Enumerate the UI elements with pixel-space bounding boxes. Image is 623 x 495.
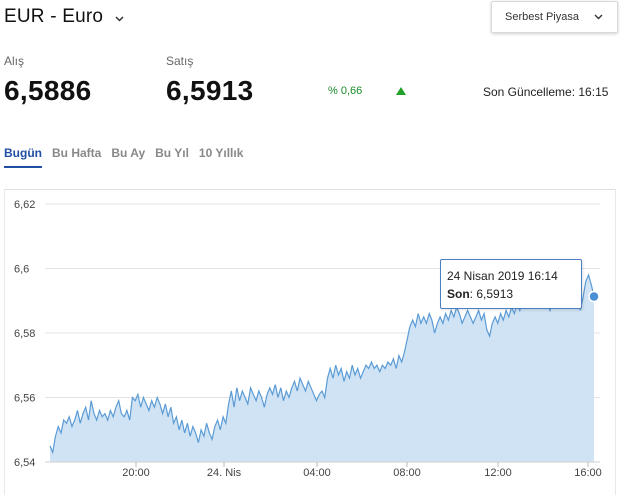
- x-tick-label: 16:00: [574, 467, 602, 479]
- series-line: [49, 273, 595, 455]
- tooltip-value-row: Son: 6,5913: [447, 285, 581, 303]
- sell-label: Satış: [166, 54, 194, 68]
- buy-quote: Alış 6,5886: [4, 54, 91, 107]
- tab-this-week[interactable]: Bu Hafta: [52, 146, 102, 160]
- tab-this-month[interactable]: Bu Ay: [111, 146, 146, 160]
- market-select-value: Serbest Piyasa: [505, 11, 579, 23]
- y-tick-label: 6,56: [14, 393, 35, 405]
- market-select[interactable]: Serbest Piyasa: [491, 1, 618, 33]
- chart-tooltip: 24 Nisan 2019 16:14 Son: 6,5913: [440, 259, 582, 309]
- buy-value: 6,5886: [4, 75, 92, 106]
- current-point-marker: [588, 290, 600, 303]
- currency-selector[interactable]: EUR - Euro: [4, 6, 124, 28]
- x-tick-label: 12:00: [484, 467, 512, 479]
- sell-quote: Satış 6,5913: [166, 54, 253, 107]
- chart-container: [4, 189, 616, 495]
- period-tabs: Bugün Bu Hafta Bu Ay Bu Yıl 10 Yıllık: [4, 146, 253, 168]
- y-tick-label: 6,58: [14, 328, 35, 340]
- chevron-down-icon: [115, 15, 124, 22]
- last-update: Son Güncelleme: 16:15: [483, 85, 608, 99]
- y-tick-label: 6,62: [14, 199, 35, 211]
- buy-label: Alış: [4, 54, 25, 68]
- chevron-down-icon: [594, 14, 603, 20]
- last-update-text: Son Güncelleme: 16:15: [483, 85, 609, 99]
- tab-this-year[interactable]: Bu Yıl: [155, 146, 189, 160]
- tooltip-value: : 6,5913: [469, 287, 514, 301]
- tab-today[interactable]: Bugün: [4, 146, 42, 168]
- tooltip-date: 24 Nisan 2019 16:14: [447, 269, 558, 283]
- x-tick-label: 20:00: [122, 467, 150, 479]
- y-tick-label: 6,6: [14, 264, 29, 276]
- tab-10-years[interactable]: 10 Yıllık: [198, 146, 244, 160]
- x-tick-label: 04:00: [303, 467, 331, 479]
- y-tick-label: 6,54: [14, 457, 35, 469]
- header: EUR - Euro Serbest Piyasa: [0, 0, 623, 44]
- tooltip-label: Son: [447, 287, 470, 301]
- sell-value: 6,5913: [166, 75, 254, 106]
- x-tick-label: 08:00: [393, 467, 421, 479]
- x-tick-label: 24. Nis: [207, 467, 242, 479]
- series-area: [50, 275, 594, 462]
- change-percent: % 0,66: [328, 85, 363, 97]
- page-title: EUR - Euro: [4, 6, 104, 27]
- arrow-up-icon: [396, 87, 406, 95]
